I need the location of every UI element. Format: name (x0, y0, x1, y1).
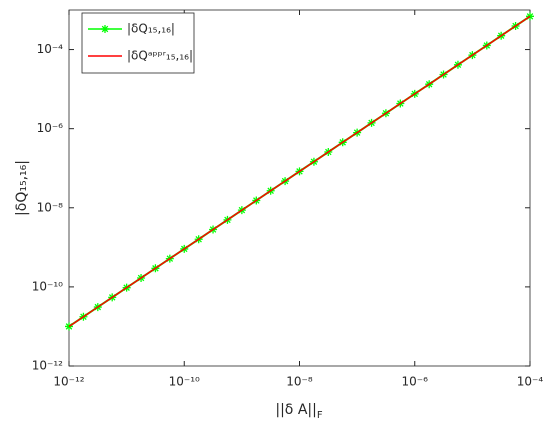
x-tick-label: 10⁻¹² (53, 375, 84, 389)
legend-box (81, 12, 195, 74)
x-tick-label: 10⁻⁴ (517, 375, 544, 389)
series-line (68, 15, 531, 328)
legend-label: |δQᵃᵖᵖʳ₁₅,₁₆| (127, 49, 193, 63)
y-axis-label: |δQ₁₅,₁₆| (14, 160, 30, 216)
x-label-subscript: F (317, 410, 323, 421)
x-tick-label: 10⁻¹⁰ (169, 375, 200, 389)
y-tick-label: 10⁻⁸ (37, 200, 64, 214)
legend-label: |δQ₁₅,₁₆| (127, 22, 175, 36)
y-tick-label: 10⁻¹⁰ (32, 279, 63, 293)
legend-marker (101, 25, 109, 33)
y-tick-label: 10⁻⁴ (37, 42, 64, 56)
marker (526, 12, 534, 21)
x-tick-label: 10⁻⁶ (402, 375, 429, 389)
x-label-main: ||δ A|| (275, 402, 316, 418)
y-tick-label: 10⁻⁶ (37, 121, 64, 135)
x-tick-label: 10⁻⁸ (286, 375, 313, 389)
y-tick-label: 10⁻¹² (32, 359, 63, 373)
x-axis-label: ||δ A||F (275, 402, 322, 421)
